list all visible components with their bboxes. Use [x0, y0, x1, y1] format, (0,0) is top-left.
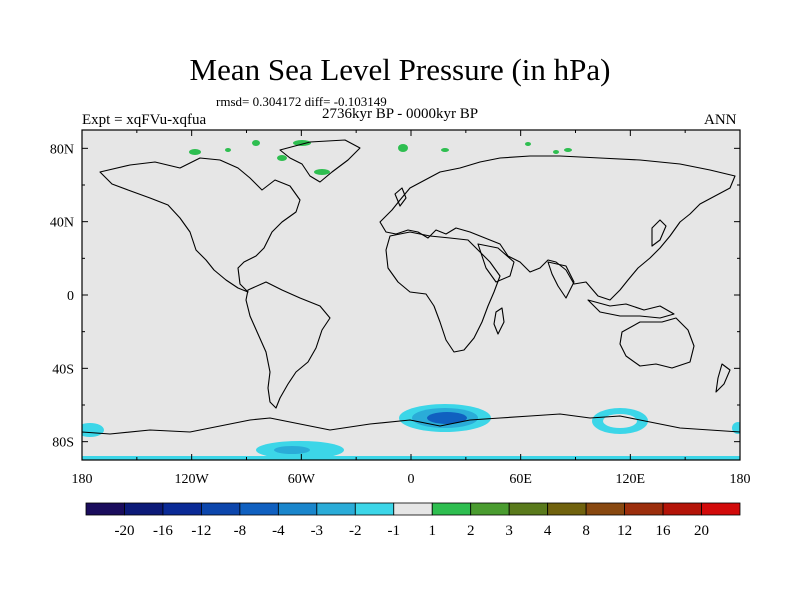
lon-label: 0 — [408, 472, 415, 487]
lat-label: 80S — [52, 436, 74, 451]
coastlines — [82, 139, 740, 435]
coastline-eurasia — [379, 155, 736, 301]
colorbar-label: -1 — [388, 523, 401, 539]
colorbar-label: 2 — [467, 523, 475, 539]
period-text: 2736kyr BP - 0000kyr BP — [322, 106, 479, 122]
anomaly-patch — [427, 412, 467, 424]
season-label: ANN — [704, 112, 737, 128]
colorbar-label: 1 — [428, 523, 436, 539]
anomaly-patch — [314, 169, 330, 175]
lon-labels: 180 120W 60W 0 60E 120E 180 — [72, 472, 751, 487]
coastline-australia — [619, 317, 695, 369]
colorbar-label: 8 — [582, 523, 590, 539]
experiment-label: Expt = xqFVu-xqfua — [82, 112, 207, 128]
colorbar-swatch — [701, 502, 741, 516]
lat-label: 0 — [67, 289, 74, 304]
colorbar-label: -16 — [153, 523, 173, 539]
anomaly-patch — [293, 140, 311, 146]
anomaly-patch — [189, 149, 201, 155]
colorbar-swatch — [201, 502, 241, 516]
lat-label: 40N — [50, 216, 74, 231]
coastline-british-isles — [394, 187, 407, 207]
anomaly-patch — [441, 148, 449, 152]
anomaly-patch — [274, 446, 310, 454]
coastline-africa — [385, 231, 501, 353]
map-title: Mean Sea Level Pressure (in hPa) — [189, 52, 611, 87]
colorbar-swatch — [162, 502, 202, 516]
anomaly-patch — [225, 148, 231, 152]
colorbar-label: -20 — [114, 523, 134, 539]
lon-label: 180 — [730, 472, 751, 487]
colorbar-label: 16 — [656, 523, 672, 539]
map-plot-area — [82, 130, 740, 460]
colorbar-label: -2 — [349, 523, 362, 539]
colorbar-label: -8 — [234, 523, 247, 539]
colorbar-label: 3 — [505, 523, 513, 539]
colorbar — [85, 502, 741, 516]
anomaly-shading — [82, 140, 740, 460]
coastline-madagascar — [493, 307, 505, 335]
colorbar-swatch — [239, 502, 279, 516]
anomaly-patch — [732, 422, 740, 434]
coastline-antarctica — [82, 413, 740, 435]
lon-label: 120W — [175, 472, 210, 487]
anomaly-patch — [553, 150, 559, 154]
colorbar-swatch — [354, 502, 395, 516]
colorbar-swatch — [85, 502, 125, 516]
colorbar-labels: -20 -16 -12 -8 -4 -3 -2 -1 1 2 3 4 8 12 16 20 — [114, 523, 709, 539]
coastline-north-america — [99, 157, 301, 293]
colorbar-swatch — [585, 502, 625, 516]
colorbar-label: -4 — [272, 523, 285, 539]
colorbar-swatch — [277, 502, 318, 516]
lon-label: 60W — [288, 472, 316, 487]
anomaly-patch — [252, 140, 260, 146]
lon-label: 180 — [72, 472, 93, 487]
colorbar-swatch — [124, 502, 164, 516]
coastline-new-zealand — [715, 363, 731, 393]
colorbar-swatch — [431, 502, 472, 516]
lat-label: 80N — [50, 142, 74, 157]
colorbar-swatch — [393, 502, 433, 516]
colorbar-swatch — [470, 502, 510, 516]
colorbar-label: 4 — [544, 523, 552, 539]
colorbar-label: 12 — [617, 523, 632, 539]
colorbar-swatch — [624, 502, 664, 516]
anomaly-patch — [564, 148, 572, 152]
lon-label: 120E — [616, 472, 646, 487]
coastline-arabia — [477, 243, 515, 283]
colorbar-label: 20 — [694, 523, 709, 539]
lon-label: 60E — [509, 472, 532, 487]
coastline-south-america — [245, 281, 331, 409]
anomaly-patch — [277, 155, 287, 161]
lat-labels: 80N 40N 0 40S 80S — [50, 142, 74, 450]
colorbar-swatch — [662, 502, 702, 516]
colorbar-swatch — [508, 502, 549, 516]
coastline-greenland — [279, 139, 361, 183]
lat-label: 40S — [52, 362, 74, 377]
colorbar-swatch — [547, 502, 587, 516]
colorbar-label: -3 — [311, 523, 324, 539]
stats-text: rmsd= 0.304172 diff= -0.103149 — [216, 94, 387, 109]
axis-ticks — [81, 130, 741, 460]
colorbar-swatch — [316, 502, 356, 516]
coastline-india — [547, 261, 575, 299]
anomaly-patch — [525, 142, 531, 146]
coastline-indonesia — [587, 299, 675, 319]
anomaly-patch — [398, 144, 408, 152]
anomaly-patch — [82, 423, 104, 437]
colorbar-label: -12 — [191, 523, 211, 539]
coastline-japan — [651, 219, 667, 247]
